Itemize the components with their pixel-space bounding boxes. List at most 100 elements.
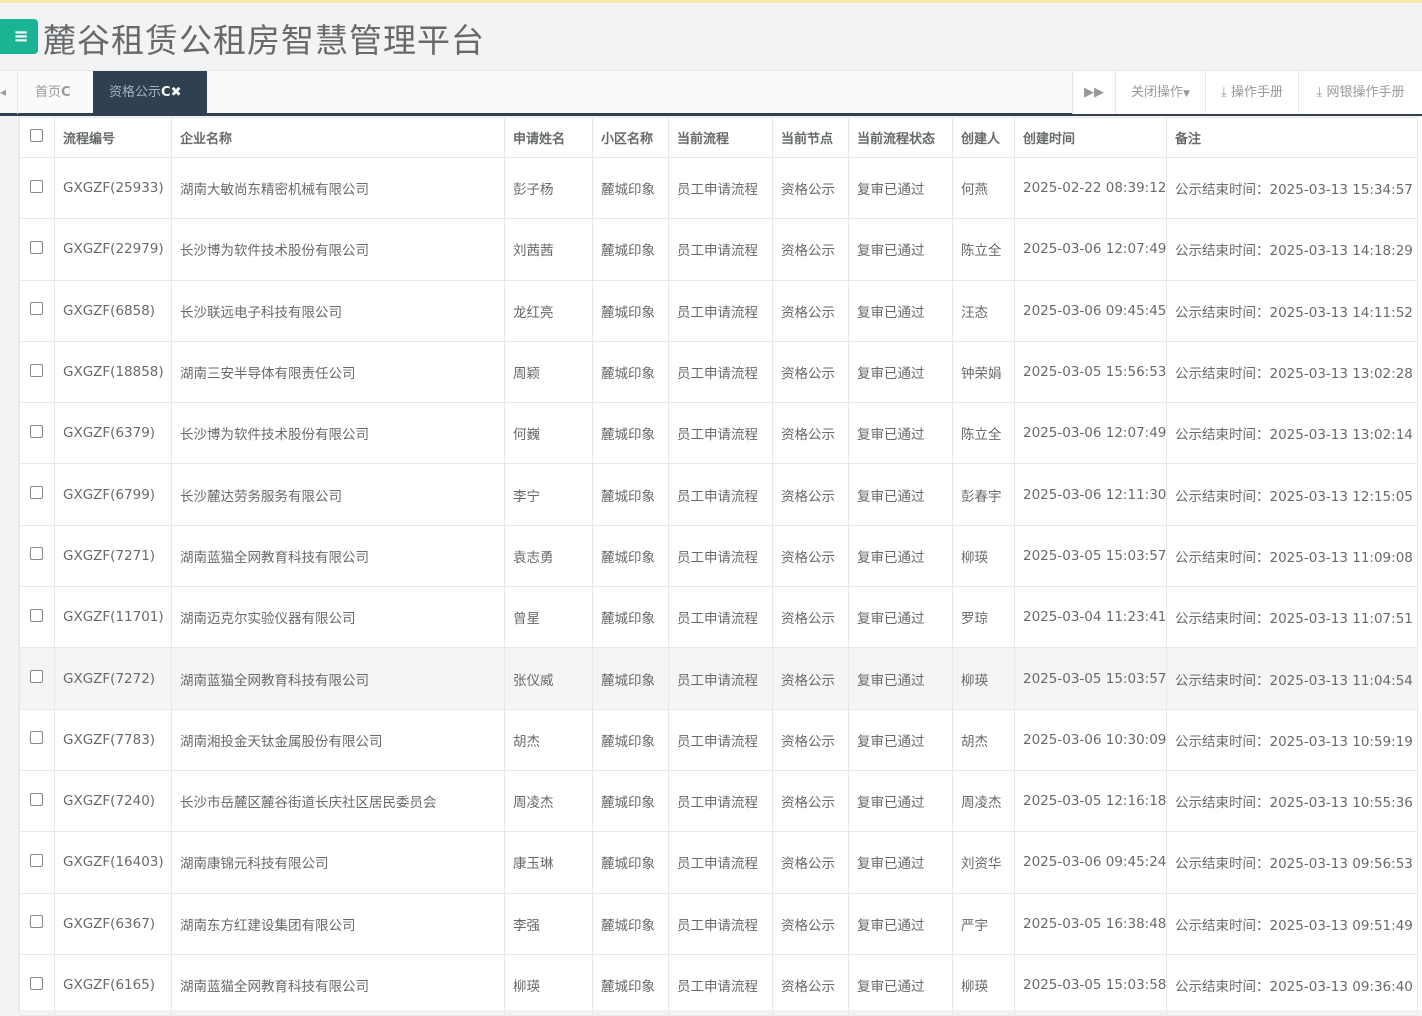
row-checkbox[interactable] [30,363,43,377]
table-cell: GXGZF(22979) [54,218,172,281]
table-row[interactable]: GXGZF(7240) 长沙市岳麓区麓谷街道长庆社区居民委员会 周凌杰 麓城印象 员工申… [19,769,1418,833]
close-operations-dropdown[interactable]: 关闭操作▼ [1115,71,1205,114]
table-cell: 严宇 [952,892,1015,955]
table-cell: 周凌杰 [504,769,593,833]
table-cell: 资格公示 [772,402,849,465]
table-cell: 2025-03-05 15:56:53 [1014,340,1167,404]
table-cell: 复审已通过 [848,708,953,771]
table-row[interactable]: GXGZF(22979) 长沙博为软件技术股份有限公司 刘茜茜 麓城印象 员工申请流程资… [19,218,1418,281]
table-row[interactable]: GXGZF(7271) 湖南蓝猫全网教育科技有限公司 袁志勇 麓城印象 员工申请流程 资格… [19,524,1418,588]
table-cell: GXGZF(7783) [54,708,172,771]
table-cell: 公示结束时间：2025-03-13 10:59:19 [1166,708,1418,771]
row-checkbox[interactable] [30,792,43,806]
close-icon[interactable]: ✖ [170,85,182,100]
table-row[interactable]: GXGZF(11701) 湖南迈克尔实验仪器有限公司 曾星 麓城印象 员工申请流程 资格公… [19,586,1418,649]
refresh-icon[interactable]: C [61,85,71,100]
table-cell: GXGZF(6858) [54,279,172,342]
column-header[interactable]: 企业名称 [171,117,505,158]
table-cell: 长沙博为软件技术股份有限公司 [171,402,505,465]
refresh-icon[interactable]: C [161,85,171,100]
row-checkbox[interactable] [30,731,43,745]
tab-home[interactable]: 首页C [35,85,71,100]
table-cell: 资格公示 [772,218,849,281]
table-cell: 员工申请流程 [668,463,773,526]
table-row[interactable]: GXGZF(6379) 长沙博为软件技术股份有限公司 何巍 麓城印象 员工申请流程 资格公… [19,402,1418,465]
bank-manual-button[interactable]: ⤓ 网银操作手册 [1298,71,1422,114]
table-cell: 2025-02-22 08:39:12 [1014,156,1167,220]
row-select-cell [19,831,55,894]
table-cell: 麓城印象 [592,156,669,220]
table-cell: 曾星 [504,586,593,649]
menu-toggle-button[interactable]: ≡ [0,19,38,54]
row-select-cell [19,463,55,526]
table-cell: 李强 [504,892,593,955]
table-cell: 刘资华 [952,831,1015,894]
tab-scroll-left-button[interactable]: ◂ [0,71,18,114]
row-checkbox[interactable] [30,302,43,316]
row-checkbox[interactable] [30,547,43,561]
data-table-container: 流程编号 企业名称 申请姓名 小区名称 当前流程 当前节点 当前流程状态 创建人 创建时间 备注 … [18,117,1422,1016]
row-checkbox[interactable] [30,608,43,622]
table-row[interactable]: GXGZF(6367) 湖南东方红建设集团有限公司 李强 麓城印象 员工申请流程 资格公示… [19,892,1418,955]
row-select-cell [19,708,55,771]
table-row[interactable]: GXGZF(6165) 湖南蓝猫全网教育科技有限公司 柳瑛 麓城印象 员工申请流程 资格公… [19,953,1418,1016]
row-select-cell [19,953,55,1016]
row-checkbox[interactable] [30,240,43,254]
column-header[interactable]: 备注 [1166,117,1418,158]
row-checkbox[interactable] [30,915,43,929]
table-cell: 彭子杨 [504,156,593,220]
row-checkbox[interactable] [30,670,43,684]
row-checkbox[interactable] [30,179,43,193]
column-header[interactable]: 当前节点 [772,117,849,158]
column-header[interactable]: 当前流程 [668,117,773,158]
row-checkbox[interactable] [30,424,43,438]
table-row[interactable]: GXGZF(18858) 湖南三安半导体有限责任公司 周颖 麓城印象 员工申请流程 资格公… [19,340,1418,404]
table-cell: 员工申请流程 [668,769,773,833]
table-cell: 复审已通过 [848,402,953,465]
table-cell: 复审已通过 [848,463,953,526]
table-cell: 资格公示 [772,586,849,649]
tab-bar: ◂ 首页C 资格公示C✖ ▶▶ 关闭操作▼ ⤓ 操作手册 ⤓ 网银操作手册 [0,70,1422,116]
table-cell: 麓城印象 [592,340,669,404]
row-select-cell [19,156,55,220]
table-cell: 公示结束时间：2025-03-13 15:34:57 [1166,156,1418,220]
table-cell: 复审已通过 [848,831,953,894]
select-all-checkbox[interactable] [30,129,43,142]
table-row[interactable]: GXGZF(25933) 湖南大敏尚东精密机械有限公司 彭子杨 麓城印象 员工申请流程资… [19,156,1418,220]
table-cell: 资格公示 [772,647,849,710]
column-header[interactable]: 流程编号 [54,117,172,158]
row-checkbox[interactable] [30,976,43,990]
table-row[interactable]: GXGZF(7272) 湖南蓝猫全网教育科技有限公司 张仪威 麓城印象 员工申请流程 资格… [19,647,1418,710]
row-checkbox[interactable] [30,853,43,867]
table-cell: 湖南蓝猫全网教育科技有限公司 [171,647,505,710]
table-cell: 公示结束时间：2025-03-13 11:09:08 [1166,524,1418,588]
table-cell: 2025-03-05 16:38:48 [1014,892,1167,955]
table-cell: 柳瑛 [952,953,1015,1016]
top-border [0,0,1422,3]
table-cell: 胡杰 [504,708,593,771]
table-cell: 柳瑛 [504,953,593,1016]
table-cell: 公示结束时间：2025-03-13 09:51:49 [1166,892,1418,955]
column-header[interactable]: 申请姓名 [504,117,593,158]
table-cell: 2025-03-06 09:45:24 [1014,831,1167,894]
table-cell: 麓城印象 [592,953,669,1016]
column-header[interactable]: 小区名称 [592,117,669,158]
table-cell: GXGZF(18858) [54,340,172,404]
manual-button[interactable]: ⤓ 操作手册 [1205,71,1298,114]
table-row[interactable]: GXGZF(6858) 长沙联远电子科技有限公司 龙红亮 麓城印象 员工申请流程 资格公示… [19,279,1418,342]
table-cell: 员工申请流程 [668,340,773,404]
tab-scroll-right-button[interactable]: ▶▶ [1072,71,1115,114]
column-header[interactable]: 当前流程状态 [848,117,953,158]
table-row[interactable]: GXGZF(6799) 长沙麓达劳务服务有限公司 李宁 麓城印象 员工申请流程 资格公示复… [19,463,1418,526]
table-row[interactable]: GXGZF(16403) 湖南康锦元科技有限公司 康玉琳 麓城印象 员工申请流程 资格公示… [19,831,1418,894]
table-cell: 2025-03-05 15:03:58 [1014,953,1167,1016]
table-cell: 柳瑛 [952,524,1015,588]
table-cell: 资格公示 [772,279,849,342]
tab-qualification-notice[interactable]: 资格公示C✖ [93,71,207,114]
row-checkbox[interactable] [30,486,43,500]
column-header[interactable]: 创建人 [952,117,1015,158]
column-header[interactable]: 创建时间 [1014,117,1167,158]
caret-down-icon: ▼ [1183,89,1190,99]
table-row[interactable]: GXGZF(7783) 湖南湘投金天钛金属股份有限公司 胡杰 麓城印象 员工申请流程 资格… [19,708,1418,771]
table-cell: 员工申请流程 [668,524,773,588]
